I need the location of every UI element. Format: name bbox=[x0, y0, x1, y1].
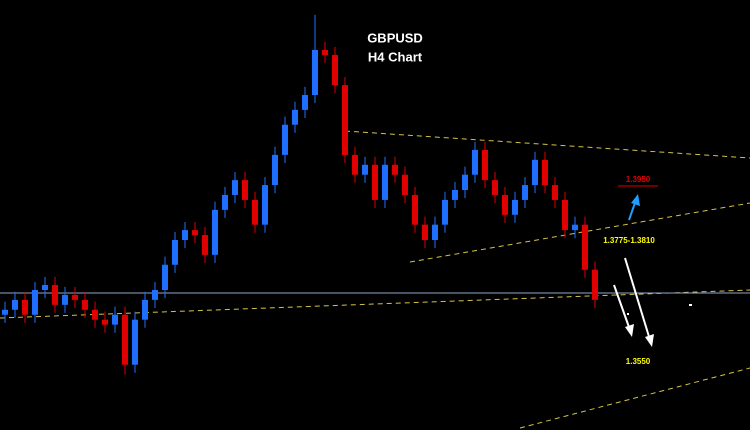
candle-body bbox=[12, 299, 18, 310]
candle-body bbox=[52, 285, 58, 305]
candle-body bbox=[322, 49, 328, 55]
candle-body bbox=[162, 264, 168, 290]
annotation: 1.3950 bbox=[626, 175, 651, 184]
candle-body bbox=[592, 269, 598, 300]
lower-line bbox=[519, 367, 750, 429]
candle-body bbox=[532, 159, 538, 186]
candle-body bbox=[132, 319, 138, 365]
candle-body bbox=[392, 164, 398, 175]
candle-body bbox=[432, 224, 438, 240]
candle-body bbox=[102, 319, 108, 325]
down-arrow-head bbox=[645, 334, 654, 347]
candle-body bbox=[422, 224, 428, 240]
candle-body bbox=[582, 224, 588, 270]
candle-body bbox=[362, 164, 368, 175]
trend-lines bbox=[0, 130, 750, 429]
candle-body bbox=[292, 109, 298, 125]
candle-body bbox=[462, 174, 468, 191]
chart-title: GBPUSD bbox=[367, 30, 423, 45]
candle-body bbox=[42, 285, 48, 290]
candle-body bbox=[452, 190, 458, 200]
candle-body bbox=[572, 224, 578, 231]
candle-body bbox=[122, 314, 128, 365]
candle-body bbox=[242, 180, 248, 200]
candle-body bbox=[32, 289, 38, 315]
candle-body bbox=[342, 85, 348, 155]
candle-body bbox=[512, 199, 518, 215]
annotation: 1.3550 bbox=[626, 357, 651, 366]
down-arrow-head bbox=[625, 324, 634, 337]
candle-body bbox=[192, 230, 198, 236]
candle-body bbox=[522, 185, 528, 200]
candle-body bbox=[22, 299, 28, 315]
candle-body bbox=[402, 174, 408, 195]
candle-body bbox=[502, 194, 508, 215]
candle-body bbox=[272, 154, 278, 186]
candle-body bbox=[2, 309, 8, 315]
candle-body bbox=[212, 209, 218, 255]
candle-body bbox=[492, 180, 498, 195]
candle-body bbox=[282, 124, 288, 155]
candle-body bbox=[92, 309, 98, 320]
candle-body bbox=[112, 314, 118, 325]
down-arrow bbox=[613, 284, 631, 331]
candle-body bbox=[222, 194, 228, 210]
candle-body bbox=[372, 164, 378, 200]
candle-body bbox=[332, 54, 338, 86]
down-arrow bbox=[624, 257, 651, 341]
candle-body bbox=[62, 294, 68, 305]
candle-body bbox=[172, 239, 178, 265]
candle-body bbox=[142, 299, 148, 320]
up-arrow-head bbox=[631, 194, 640, 206]
resistance-line bbox=[344, 130, 750, 159]
candle-body bbox=[262, 185, 268, 225]
candle-body bbox=[482, 149, 488, 181]
candle-body bbox=[562, 199, 568, 231]
support-line bbox=[409, 202, 750, 263]
candle-body bbox=[312, 49, 318, 96]
candle-body bbox=[552, 185, 558, 200]
candle-body bbox=[82, 299, 88, 310]
candle-body bbox=[202, 235, 208, 255]
candle-body bbox=[382, 164, 388, 200]
arrows bbox=[613, 194, 692, 347]
candle-body bbox=[302, 95, 308, 110]
candle-body bbox=[252, 199, 258, 225]
annotation: 1.3775-1.3810 bbox=[603, 236, 655, 245]
neckline bbox=[0, 289, 750, 319]
dot bbox=[627, 313, 629, 315]
candle-body bbox=[232, 180, 238, 195]
candle-body bbox=[412, 194, 418, 225]
candles bbox=[2, 14, 598, 375]
chart-subtitle: H4 Chart bbox=[368, 49, 423, 64]
candle-body bbox=[182, 230, 188, 240]
candle-body bbox=[152, 289, 158, 300]
candle-body bbox=[352, 154, 358, 175]
candle-body bbox=[72, 294, 78, 300]
dot bbox=[689, 304, 692, 306]
candle-body bbox=[472, 149, 478, 175]
candle-body bbox=[542, 159, 548, 186]
candle-body bbox=[442, 199, 448, 225]
